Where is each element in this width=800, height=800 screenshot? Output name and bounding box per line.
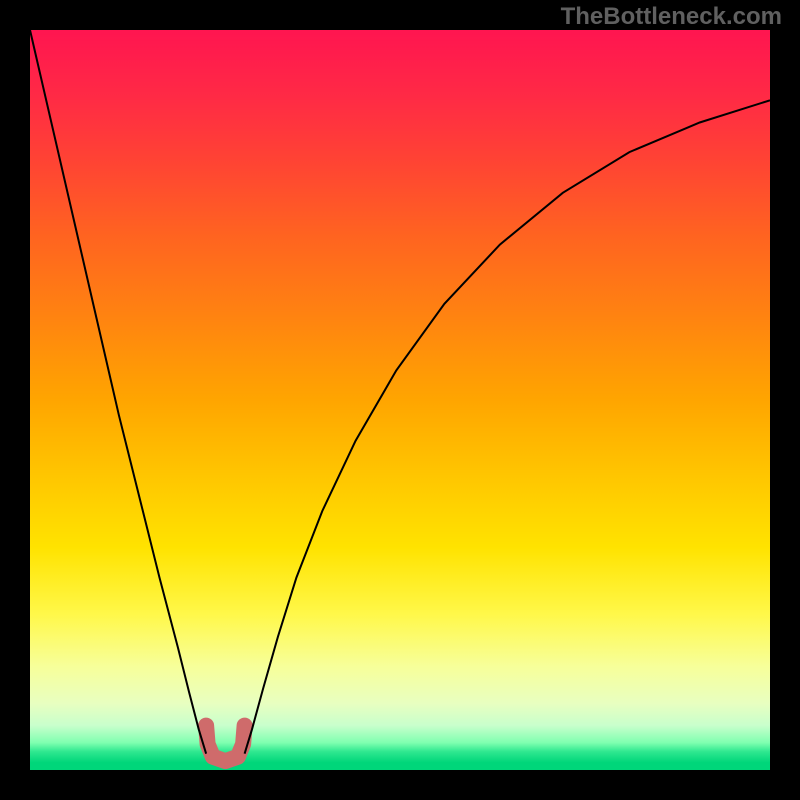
gradient-background [30, 30, 770, 770]
watermark-text: TheBottleneck.com [561, 3, 782, 31]
bottleneck-chart [0, 0, 800, 800]
